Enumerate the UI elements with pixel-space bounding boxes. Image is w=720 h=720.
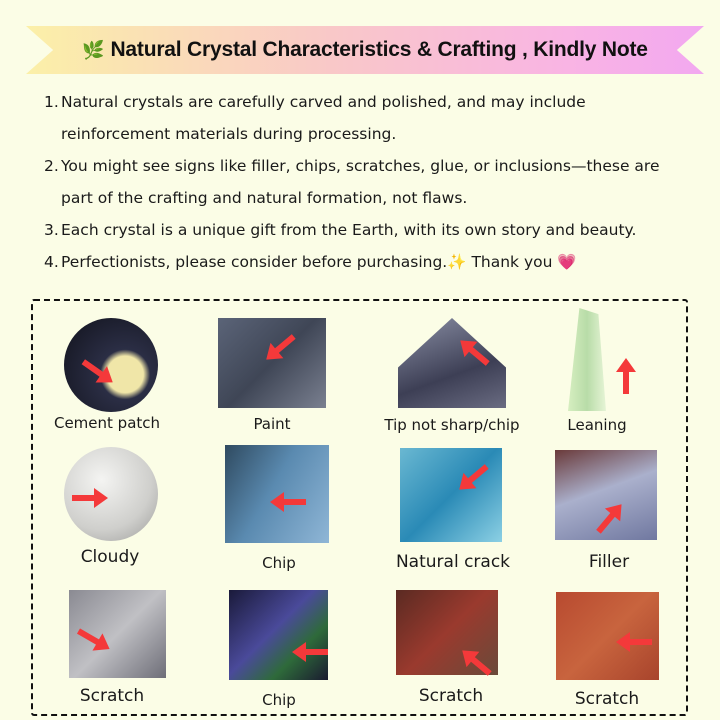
- red-arrow-icon: [616, 358, 636, 394]
- example-label: Paint: [253, 415, 291, 433]
- example-label: Tip not sharp/chip: [384, 416, 520, 434]
- example-label: Leaning: [567, 416, 627, 434]
- red-arrow-icon: [292, 642, 328, 662]
- note-item: 3. Each crystal is a unique gift from the…: [44, 214, 694, 246]
- note-number: 3.: [44, 221, 59, 239]
- example-label: Scratch: [574, 689, 640, 709]
- note-number: 2.: [44, 157, 59, 175]
- note-item: 2. You might see signs like filler, chips…: [44, 150, 694, 214]
- red-arrow-icon: [72, 488, 108, 508]
- red-arrow-icon: [270, 492, 306, 512]
- scratch-photo: [556, 592, 659, 680]
- cloudy-photo: [64, 447, 158, 541]
- red-arrow-icon: [616, 632, 652, 652]
- example-label: Scratch: [418, 686, 484, 706]
- red-arrow-icon: [596, 504, 622, 534]
- red-arrow-icon: [81, 359, 113, 383]
- banner-title-text: Natural Crystal Characteristics & Crafti…: [110, 38, 648, 61]
- natural-crack-photo: [400, 448, 502, 542]
- example-label: Scratch: [79, 686, 145, 706]
- example-label: Chip: [262, 691, 296, 709]
- chip-photo: [229, 590, 328, 680]
- cement-patch-photo: [64, 318, 158, 412]
- example-label: Natural crack: [395, 552, 511, 572]
- red-arrow-icon: [76, 628, 110, 651]
- note-number: 4.: [44, 253, 59, 271]
- chip-photo: [225, 445, 329, 543]
- example-label: Cloudy: [80, 547, 140, 567]
- notes-list: 1. Natural crystals are carefully carved …: [44, 86, 694, 278]
- red-arrow-icon: [459, 464, 489, 490]
- red-arrow-icon: [266, 334, 296, 360]
- note-number: 1.: [44, 93, 59, 111]
- banner-title: 🌿 Natural Crystal Characteristics & Craft…: [26, 26, 704, 74]
- example-label: Cement patch: [53, 414, 161, 432]
- note-text: You might see signs like filler, chips, …: [61, 157, 660, 207]
- note-item: 1. Natural crystals are carefully carved …: [44, 86, 694, 150]
- note-text: Natural crystals are carefully carved an…: [61, 93, 586, 143]
- paint-photo: [218, 318, 326, 408]
- red-arrow-icon: [460, 340, 490, 366]
- herb-leaf-icon: 🌿: [82, 39, 105, 60]
- example-label: Chip: [262, 554, 296, 572]
- scratch-photo: [396, 590, 498, 675]
- title-banner: [26, 26, 704, 74]
- red-arrow-icon: [462, 650, 492, 676]
- examples-box: [31, 299, 688, 716]
- example-label: Filler: [588, 552, 630, 572]
- note-text: Perfectionists, please consider before p…: [61, 253, 577, 271]
- note-item: 4. Perfectionists, please consider before…: [44, 246, 694, 278]
- note-text: Each crystal is a unique gift from the E…: [61, 221, 637, 239]
